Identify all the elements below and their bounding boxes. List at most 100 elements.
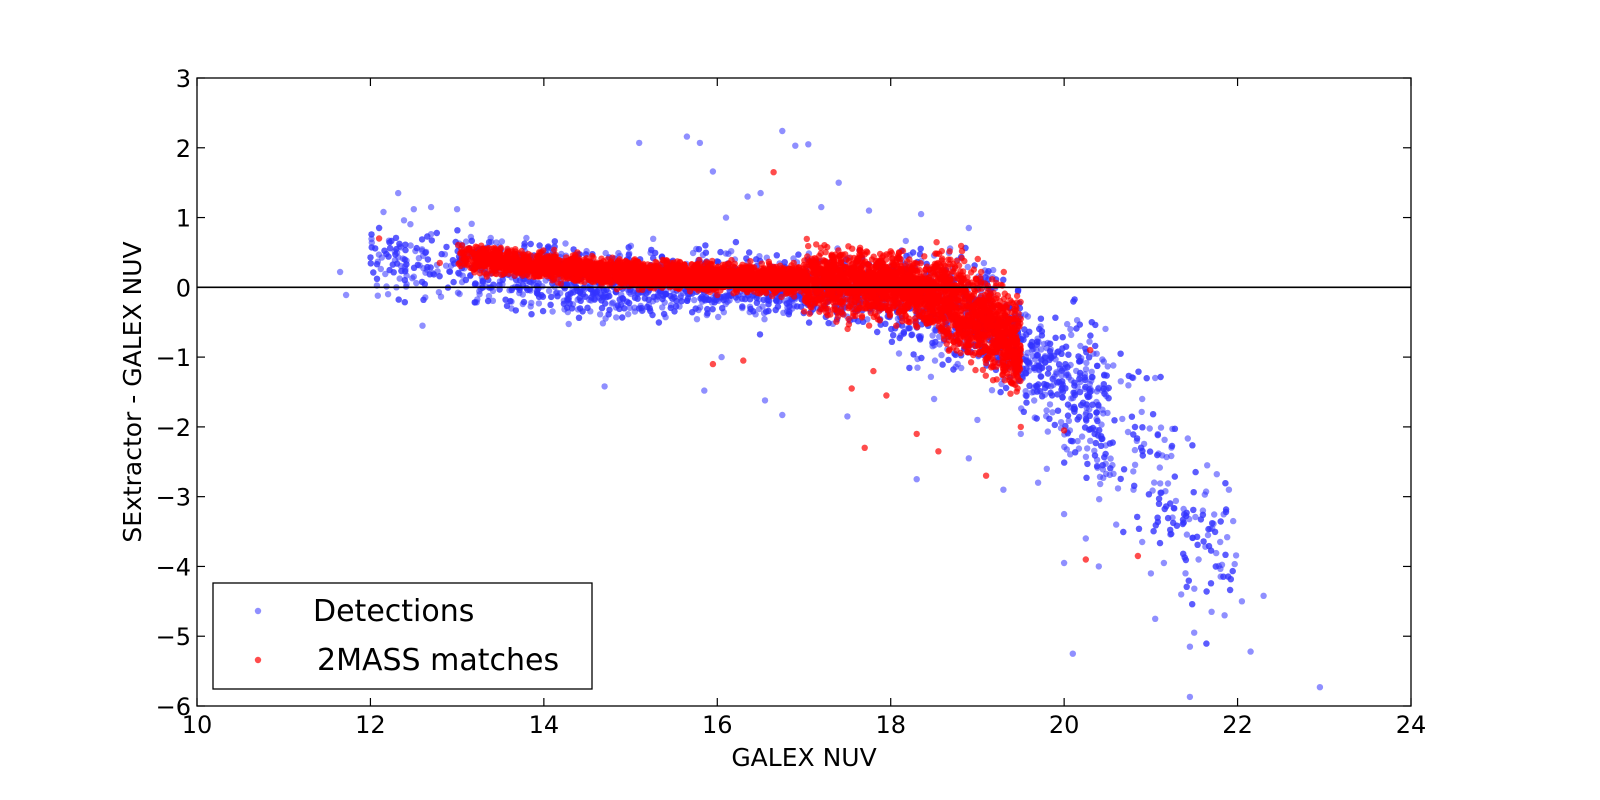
detection-point xyxy=(1139,538,1146,546)
detection-point xyxy=(396,275,403,282)
detection-point xyxy=(547,301,554,308)
detection-point xyxy=(695,246,703,253)
detection-point xyxy=(764,296,771,303)
detection-point xyxy=(1058,372,1065,379)
detection-point xyxy=(1088,368,1095,375)
detection-point xyxy=(625,244,632,251)
detection-point xyxy=(577,297,584,304)
detection-point xyxy=(747,305,754,313)
detection-point xyxy=(865,207,873,214)
detection-point xyxy=(1037,373,1045,380)
detection-point xyxy=(805,319,813,326)
detection-point xyxy=(1138,408,1145,416)
detection-point xyxy=(1096,496,1103,503)
detection-point xyxy=(1204,462,1211,469)
detection-point xyxy=(1104,363,1111,370)
detection-point xyxy=(1048,392,1056,399)
detection-point xyxy=(1087,437,1094,444)
detection-point xyxy=(410,264,418,271)
detection-point xyxy=(1076,388,1084,396)
detection-point xyxy=(1183,583,1190,590)
detection-point xyxy=(373,261,381,268)
detection-point xyxy=(1185,577,1193,584)
detection-point xyxy=(1102,325,1109,333)
detection-point xyxy=(1067,451,1074,458)
detection-point xyxy=(415,255,423,262)
detection-point xyxy=(1224,534,1231,541)
detection-point xyxy=(753,294,760,302)
detection-point xyxy=(1072,449,1079,456)
detection-point xyxy=(386,245,394,252)
detection-point xyxy=(402,246,409,254)
detection-point xyxy=(1139,395,1146,403)
detection-point xyxy=(1150,528,1157,535)
detection-point xyxy=(1064,364,1071,371)
detection-point xyxy=(1105,395,1112,402)
detection-point xyxy=(1055,348,1062,355)
detection-point xyxy=(1081,424,1089,431)
detection-point xyxy=(1207,580,1215,587)
detection-point xyxy=(1069,650,1077,657)
detection-point xyxy=(1087,332,1094,339)
detection-point xyxy=(709,306,716,313)
detection-point xyxy=(1134,513,1141,521)
detection-point xyxy=(1178,591,1185,598)
detection-point xyxy=(548,293,555,301)
detection-point xyxy=(1120,466,1128,473)
detection-point xyxy=(1082,366,1090,373)
detection-point xyxy=(1190,489,1197,496)
detection-point xyxy=(1227,576,1235,583)
detection-point xyxy=(1205,525,1212,533)
detection-point xyxy=(732,238,740,246)
detection-point xyxy=(1031,397,1038,404)
detection-point xyxy=(1316,684,1324,691)
detection-point xyxy=(1024,358,1031,366)
detection-point xyxy=(1183,531,1191,538)
detection-point xyxy=(792,142,799,149)
detection-point xyxy=(635,305,643,312)
detection-point xyxy=(746,296,754,303)
detection-point xyxy=(1094,432,1102,439)
detection-point xyxy=(1209,520,1216,527)
detection-point xyxy=(1086,338,1093,345)
detection-point xyxy=(538,292,545,299)
detection-point xyxy=(1077,342,1084,350)
detection-point xyxy=(1034,479,1042,486)
detection-point xyxy=(929,339,936,347)
detection-point xyxy=(1046,340,1054,347)
detection-point xyxy=(485,239,493,246)
detection-point xyxy=(1130,486,1137,493)
detection-point xyxy=(739,303,746,310)
detection-point xyxy=(929,332,936,339)
detection-point xyxy=(654,293,661,300)
detection-point xyxy=(1117,350,1124,357)
detection-point xyxy=(1026,382,1033,389)
detection-point xyxy=(383,283,390,290)
detection-point xyxy=(1230,517,1237,525)
detection-point xyxy=(1055,361,1063,368)
detection-point xyxy=(684,295,692,302)
detection-point xyxy=(433,229,440,237)
detection-point xyxy=(565,320,572,328)
detection-point xyxy=(413,244,420,252)
detection-point xyxy=(545,243,552,250)
detection-point xyxy=(1030,364,1038,372)
detection-point xyxy=(1213,471,1221,478)
detection-point xyxy=(382,270,389,278)
detection-point xyxy=(1045,365,1053,372)
detection-point xyxy=(592,289,599,296)
detection-point xyxy=(719,305,726,312)
detection-point xyxy=(905,325,913,332)
detection-point xyxy=(560,300,568,307)
detection-point xyxy=(1100,385,1107,392)
detection-point xyxy=(950,366,957,373)
detection-point xyxy=(1105,384,1112,392)
detection-point xyxy=(1169,514,1176,521)
detection-point xyxy=(620,295,627,303)
detection-point xyxy=(1028,338,1036,346)
detection-point xyxy=(1146,448,1154,455)
detection-point xyxy=(783,300,790,307)
detection-point xyxy=(1226,586,1234,594)
detection-point xyxy=(805,141,812,148)
detection-point xyxy=(1033,341,1041,348)
